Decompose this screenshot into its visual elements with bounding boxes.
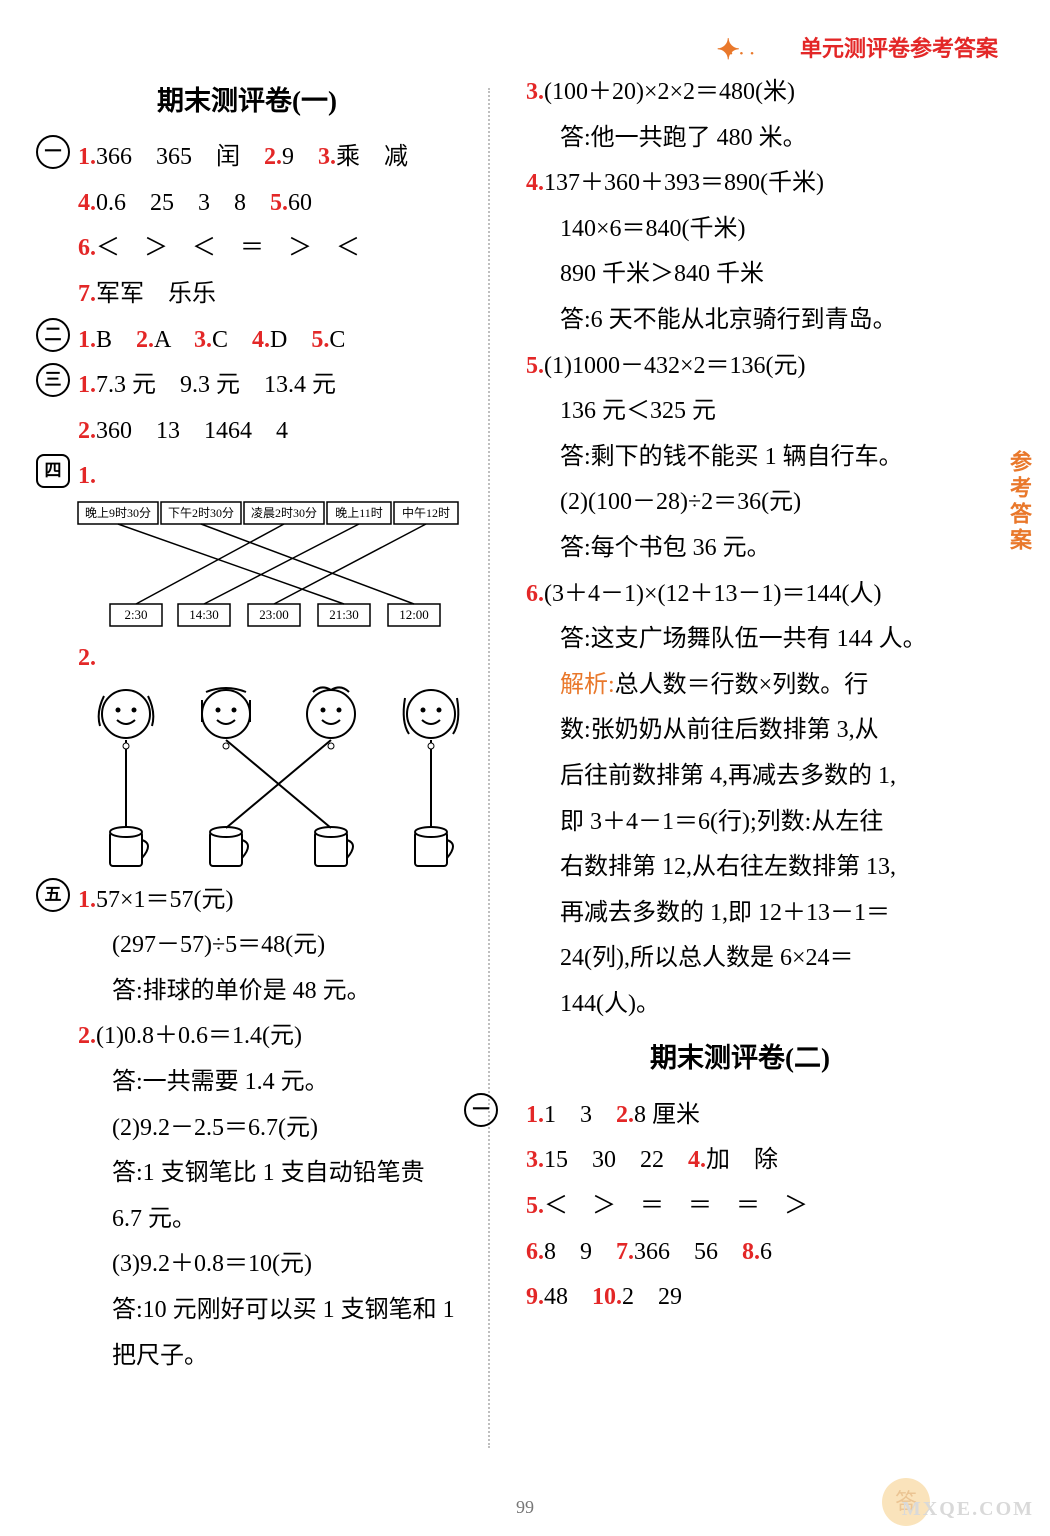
q4-1-num: 1. <box>78 463 96 489</box>
r3b: 答:他一共跑了 480 米。 <box>560 116 976 162</box>
ex2-1: 1.1 3 2.8 厘米 <box>526 1093 976 1139</box>
marker-1: 一 <box>36 135 70 169</box>
svg-text:14:30: 14:30 <box>189 607 219 622</box>
svg-text:下午2时30分: 下午2时30分 <box>168 506 234 520</box>
decorative-dots: • • • <box>729 44 756 65</box>
q5-2h: 把尺子。 <box>112 1334 474 1380</box>
q3-line1: 1.7.3 元 9.3 元 13.4 元 <box>78 363 474 409</box>
q1-line1: 1.366 365 闰 2.9 3.乘 减 <box>78 135 474 181</box>
q4-matching-diagram: 晚上9时30分 下午2时30分 凌晨2时30分 晚上11时 中午12时 2:30 14:30… <box>76 500 474 630</box>
r6g: 右数排第 12,从右往左数排第 13, <box>560 845 976 891</box>
q5-2b: 答:一共需要 1.4 元。 <box>112 1060 474 1106</box>
q5-2d: 答:1 支钢笔比 1 支自动铅笔贵 <box>112 1151 474 1197</box>
marker-5: 五 <box>36 878 70 912</box>
q5-1b: (297－57)÷5＝48(元) <box>112 923 474 969</box>
r6b: 答:这支广场舞队伍一共有 144 人。 <box>560 617 976 663</box>
q1-line7: 7.军军 乐乐 <box>78 272 474 318</box>
ex2-3: 3.15 30 22 4.加 除 <box>526 1138 976 1184</box>
r6d: 数:张奶奶从前往后数排第 3,从 <box>560 708 976 754</box>
svg-text:中午12时: 中午12时 <box>402 505 450 520</box>
r5c: 答:剩下的钱不能买 1 辆自行车。 <box>560 435 976 481</box>
r3a: 3.(100＋20)×2×2＝480(米) <box>526 70 976 116</box>
r5a: 5.(1)1000－432×2＝136(元) <box>526 344 976 390</box>
marker-3: 三 <box>36 363 70 397</box>
header-label: 单元测评卷参考答案 <box>800 28 998 70</box>
r4d: 答:6 天不能从北京骑行到青岛。 <box>560 298 976 344</box>
r6f: 即 3＋4－1＝6(行);列数:从左往 <box>560 800 976 846</box>
faces-svg <box>76 682 476 872</box>
q5-2g: 答:10 元刚好可以买 1 支钢笔和 1 <box>112 1288 474 1334</box>
r6c-wrap: 解析:总人数＝行数×列数。行 <box>560 663 976 709</box>
column-divider <box>488 88 490 1448</box>
right-column: 3.(100＋20)×2×2＝480(米) 答:他一共跑了 480 米。 4.1… <box>504 70 1020 1448</box>
q5-2c: (2)9.2－2.5＝6.7(元) <box>112 1106 474 1152</box>
ex2-5: 5.＜ ＞ ＝ ＝ ＝ ＞ <box>526 1184 976 1230</box>
r5b: 136 元＜325 元 <box>560 389 976 435</box>
q1-line6: 6.＜ ＞ ＜ ＝ ＞ ＜ <box>78 226 474 272</box>
r6e: 后往前数排第 4,再减去多数的 1, <box>560 754 976 800</box>
q5-1a: 1.57×1＝57(元) <box>78 878 474 924</box>
watermark-text: MXQE.COM <box>902 1490 1034 1528</box>
exam2-title: 期末测评卷(二) <box>504 1033 976 1084</box>
q1-line4: 4.0.6 25 3 8 5.60 <box>78 181 474 227</box>
svg-text:晚上11时: 晚上11时 <box>335 506 383 520</box>
r4a: 4.137＋360＋393＝890(千米) <box>526 161 976 207</box>
marker-2: 二 <box>36 318 70 352</box>
svg-text:23:00: 23:00 <box>259 607 289 622</box>
r6j: 144(人)。 <box>560 982 976 1028</box>
q3-line2: 2.360 13 1464 4 <box>78 409 474 455</box>
r5d: (2)(100－28)÷2＝36(元) <box>560 480 976 526</box>
r6i: 24(列),所以总人数是 6×24＝ <box>560 936 976 982</box>
r4b: 140×6＝840(千米) <box>560 207 976 253</box>
ex2-marker-1: 一 <box>464 1093 498 1127</box>
left-column: 期末测评卷(一) 一 1.366 365 闰 2.9 3.乘 减 4.0.6 2… <box>20 70 474 1448</box>
ex2-6: 6.8 9 7.366 56 8.6 <box>526 1230 976 1276</box>
ex2-9: 9.48 10.2 29 <box>526 1275 976 1321</box>
svg-text:21:30: 21:30 <box>329 607 359 622</box>
analysis-label: 解析: <box>560 672 615 698</box>
q2-line: 1.B 2.A 3.C 4.D 5.C <box>78 318 474 364</box>
r6h: 再减去多数的 1,即 12＋13－1＝ <box>560 891 976 937</box>
svg-text:凌晨2时30分: 凌晨2时30分 <box>251 506 317 520</box>
q5-1c: 答:排球的单价是 48 元。 <box>112 969 474 1015</box>
q5-2e: 6.7 元。 <box>112 1197 474 1243</box>
svg-text:晚上9时30分: 晚上9时30分 <box>85 506 151 520</box>
q4-faces-diagram <box>76 682 474 872</box>
r4c: 890 千米＞840 千米 <box>560 252 976 298</box>
q5-2a: 2.(1)0.8＋0.6＝1.4(元) <box>78 1014 474 1060</box>
exam1-title: 期末测评卷(一) <box>20 76 474 127</box>
q4-2-num: 2. <box>78 645 96 671</box>
svg-text:2:30: 2:30 <box>124 607 147 622</box>
marker-4: 四 <box>36 454 70 488</box>
matching-svg: 晚上9时30分 下午2时30分 凌晨2时30分 晚上11时 中午12时 2:30 14:30… <box>76 500 476 630</box>
r6a: 6.(3＋4－1)×(12＋13－1)＝144(人) <box>526 572 976 618</box>
q5-2f: (3)9.2＋0.8＝10(元) <box>112 1242 474 1288</box>
r5e: 答:每个书包 36 元。 <box>560 526 976 572</box>
svg-text:12:00: 12:00 <box>399 607 429 622</box>
